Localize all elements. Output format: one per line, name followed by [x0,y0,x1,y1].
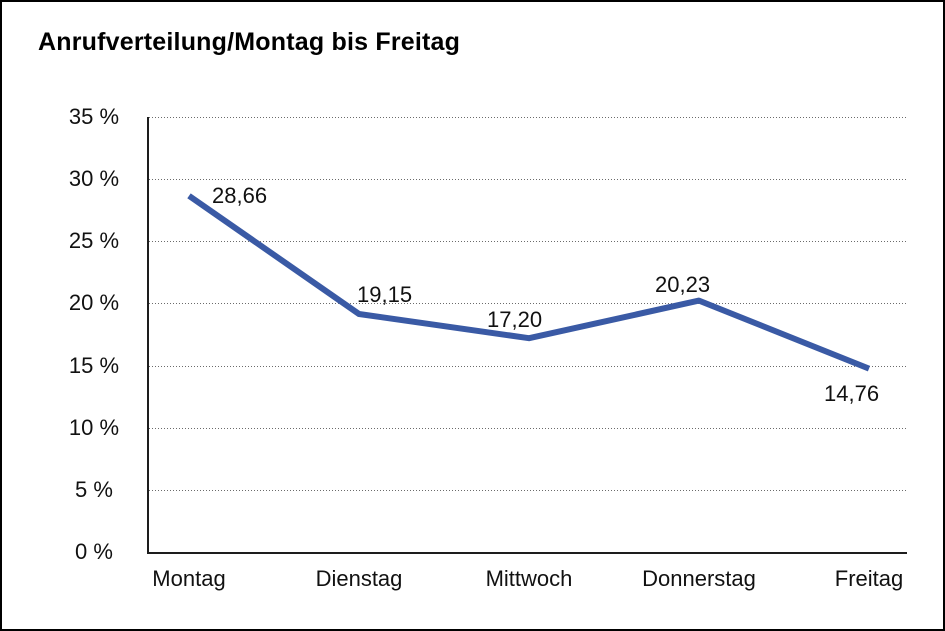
gridline-25 [149,241,907,243]
y-tick-label: 15 % [68,352,120,378]
y-tick-label: 10 % [68,414,120,440]
gridline-35 [149,117,907,118]
y-tick-label: 35 % [68,104,120,129]
line-series [187,193,871,372]
y-tick-label: 0 % [75,539,113,564]
series-polyline [187,193,871,372]
value-label-donnerstag: 20,23 [655,271,711,297]
gridline-5 [149,489,907,491]
x-tick-label-mittwoch: Mittwoch [485,566,573,591]
x-tick-label-donnerstag: Donnerstag [642,566,756,591]
gridline-30 [149,179,907,181]
value-label-dienstag: 19,15 [357,281,413,307]
y-tick-label: 25 % [68,228,120,254]
value-label-montag: 28,66 [212,182,268,208]
y-tick-label: 20 % [68,290,120,316]
plot-area [147,117,907,554]
gridline-20 [149,303,907,305]
y-tick-label: 30 % [68,166,120,192]
x-tick-label-dienstag: Dienstag [315,566,403,591]
x-tick-label-freitag: Freitag [834,566,904,591]
value-label-freitag: 14,76 [824,380,880,406]
gridline-10 [149,427,907,429]
value-label-mittwoch: 17,20 [487,307,543,333]
chart-title: Anrufverteilung/Montag bis Freitag [38,28,461,56]
gridline-15 [149,365,907,367]
y-tick-label: 5 % [75,476,113,502]
x-tick-label-montag: Montag [152,566,226,591]
